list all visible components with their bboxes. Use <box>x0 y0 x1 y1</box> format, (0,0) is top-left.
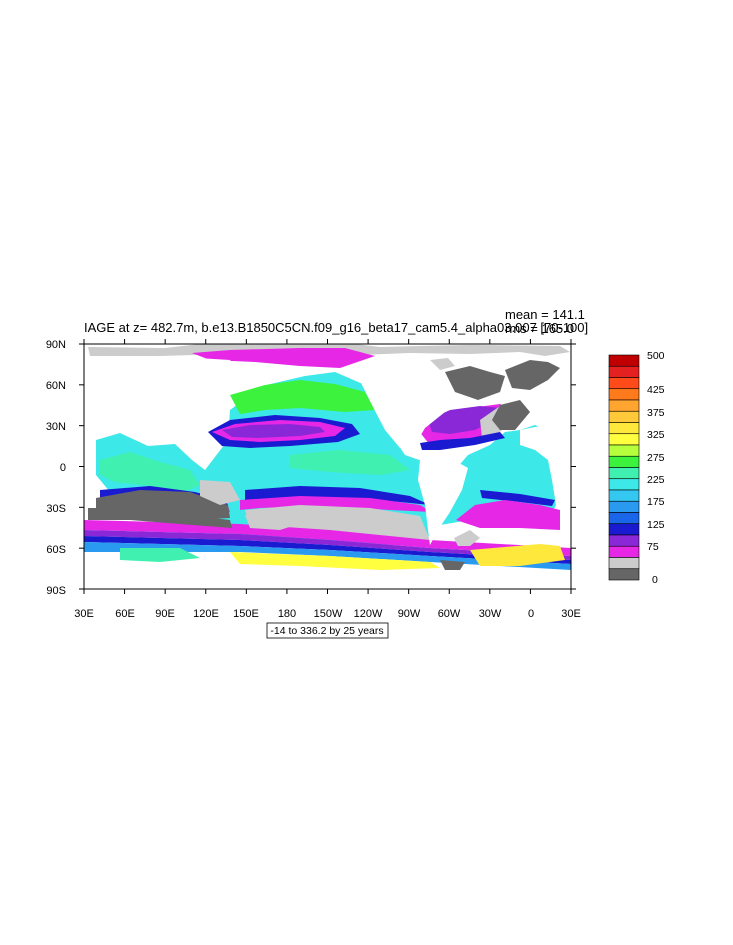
satl-magenta <box>456 500 560 530</box>
lon-tick-label: 30E <box>561 608 581 620</box>
rms-stat: rms = 165.0 <box>505 321 574 336</box>
gray-australia-south <box>88 508 232 528</box>
gray-hudson-baffin <box>445 366 505 400</box>
npac-purple-core <box>222 424 325 438</box>
npac-green <box>230 380 375 414</box>
legend-swatch <box>608 557 640 570</box>
so-blue-band <box>84 536 571 564</box>
so-purple-band <box>84 530 571 560</box>
legend-swatch <box>608 489 640 502</box>
so-light-cyan-patch <box>120 548 200 562</box>
legend-swatch <box>608 455 640 468</box>
contour-info-text: -14 to 336.2 by 25 years <box>270 625 383 637</box>
legend-swatch <box>608 388 640 401</box>
lgray-south-atl <box>454 530 480 546</box>
legend-swatch <box>608 568 640 581</box>
legend-swatch <box>608 523 640 536</box>
lgray-indian <box>200 480 240 505</box>
legend-swatch <box>608 377 640 390</box>
map-panel: 90N 60N 30N 0 30S 60S 90S 30E 60E 90E 12… <box>46 339 581 639</box>
legend-label: 175 <box>647 496 665 508</box>
so-yellow-band <box>230 552 440 570</box>
lon-tick-label: 0 <box>528 608 534 620</box>
so-magenta-band <box>84 520 571 556</box>
legend-swatch <box>608 478 640 491</box>
lat-tick-label: 60N <box>46 380 66 392</box>
legend-label: 225 <box>647 474 665 486</box>
lon-tick-label: 150W <box>314 608 343 620</box>
land-antarctica <box>84 570 571 589</box>
land-north-america <box>355 360 470 448</box>
legend-swatch <box>608 354 640 367</box>
legend-swatch <box>608 512 640 525</box>
land-south-america <box>418 455 468 545</box>
ocean-field <box>84 344 571 589</box>
lgray-south-indian <box>245 512 305 530</box>
color-legend <box>608 354 640 581</box>
legend-swatch <box>608 410 640 423</box>
natl-blue-band <box>420 432 505 450</box>
lon-tick-label: 90W <box>398 608 421 620</box>
lat-tick-label: 0 <box>60 462 66 474</box>
plot-title: IAGE at z= 482.7m, b.e13.B1850C5CN.f09_g… <box>84 320 588 335</box>
spac-magenta <box>240 496 432 512</box>
legend-swatch <box>608 545 640 558</box>
natl-purple <box>428 406 500 434</box>
legend-label: 325 <box>647 429 665 441</box>
lgray-arctic-east <box>430 358 455 370</box>
legend-label: 500 <box>647 350 665 362</box>
land-africa-main <box>520 425 571 510</box>
legend-label: 75 <box>647 541 659 553</box>
legend-label: 425 <box>647 384 665 396</box>
land-europe <box>520 395 571 428</box>
lat-tick-labels: 90N 60N 30N 0 30S 60S 90S <box>46 339 66 597</box>
legend-swatch <box>608 444 640 457</box>
contour-info-box <box>266 622 389 639</box>
indian-light-cyan <box>100 452 200 492</box>
legend-label: 0 <box>652 574 658 586</box>
legend-swatch <box>608 422 640 435</box>
gray-greenland-nordic <box>505 360 560 390</box>
weddell-yellow <box>470 544 565 566</box>
land-africa <box>84 418 100 445</box>
gray-antarctic <box>440 560 465 570</box>
lon-tick-label: 60E <box>115 608 135 620</box>
lon-tick-label: 150E <box>233 608 259 620</box>
legend-label: 375 <box>647 407 665 419</box>
pacific-band-light-cyan <box>290 450 410 475</box>
lon-tick-label: 180 <box>278 608 296 620</box>
lon-tick-label: 30W <box>479 608 502 620</box>
legend-swatch <box>608 534 640 547</box>
lon-tick-label: 60W <box>438 608 461 620</box>
lon-tick-label: 90E <box>155 608 175 620</box>
legend-labels: 500 425 375 325 275 225 175 125 75 0 <box>647 350 665 586</box>
lat-tick-label: 30N <box>46 421 66 433</box>
legend-swatch <box>608 399 640 412</box>
lat-tick-label: 90S <box>46 585 66 597</box>
lat-tick-label: 30S <box>46 503 66 515</box>
lat-tick-label: 90N <box>46 339 66 351</box>
lon-tick-label: 120E <box>193 608 219 620</box>
lat-tick-label: 60S <box>46 544 66 556</box>
lon-tick-label: 30E <box>74 608 94 620</box>
arctic-magenta <box>192 348 375 368</box>
legend-label: 275 <box>647 452 665 464</box>
lon-tick-labels: 30E 60E 90E 120E 150E 180 150W 120W 90W … <box>74 608 581 620</box>
legend-swatch <box>608 365 640 378</box>
lon-tick-label: 120W <box>354 608 383 620</box>
legend-swatch <box>608 500 640 513</box>
legend-label: 125 <box>647 519 665 531</box>
gray-mediterranean <box>492 400 530 430</box>
axis-ticks <box>79 339 576 594</box>
legend-swatch <box>608 467 640 480</box>
land-asia-australia <box>84 356 240 445</box>
legend-swatch <box>608 433 640 446</box>
satl-blue <box>480 490 555 506</box>
mean-stat: mean = 141.1 <box>505 307 585 322</box>
